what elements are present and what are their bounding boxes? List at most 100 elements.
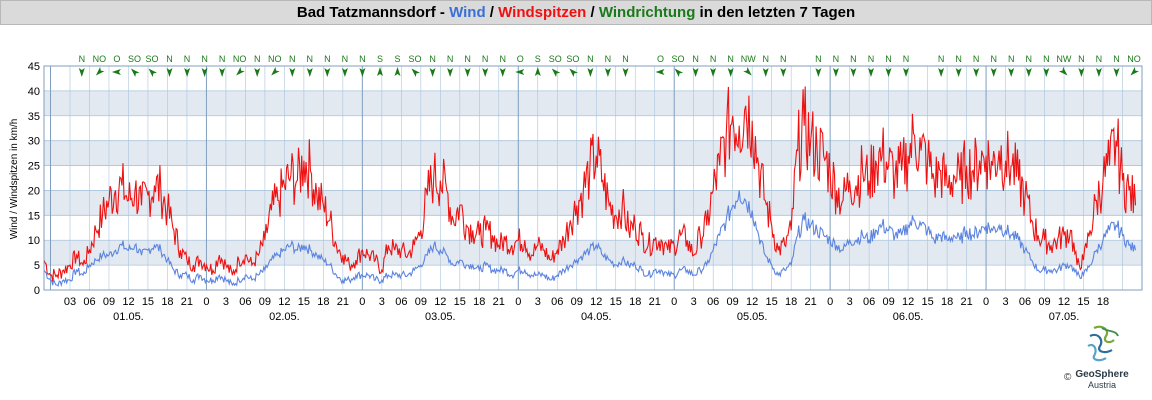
direction-label: N: [850, 54, 857, 64]
title-gusts: Windspitzen: [498, 4, 587, 21]
x-tick-label: 3: [379, 296, 385, 308]
direction-arrow: [955, 68, 962, 77]
direction-arrow: [1043, 68, 1050, 77]
direction-label: N: [815, 54, 822, 64]
direction-label: N: [622, 54, 629, 64]
direction-label: N: [973, 54, 980, 64]
x-tick-label: 06: [707, 296, 719, 308]
direction-label: NO: [1127, 54, 1141, 64]
day-label: 06.05.: [893, 311, 924, 323]
x-tick-label: 21: [649, 296, 661, 308]
direction-arrow: [359, 68, 366, 77]
direction-arrow: [324, 68, 331, 77]
direction-label: N: [1043, 54, 1050, 64]
y-tick-label: 40: [28, 86, 40, 98]
direction-arrow: [1058, 67, 1068, 76]
x-tick-label: 21: [337, 296, 349, 308]
x-tick-label: 18: [941, 296, 953, 308]
direction-arrow: [429, 68, 436, 77]
direction-label: N: [605, 54, 612, 64]
direction-label: N: [780, 54, 787, 64]
x-tick-label: 15: [766, 296, 778, 308]
x-tick-label: 06: [395, 296, 407, 308]
direction-label: N: [903, 54, 910, 64]
x-tick-label: 0: [203, 296, 209, 308]
direction-label: S: [394, 54, 400, 64]
series-line-wind: [43, 190, 1137, 288]
direction-arrow: [534, 67, 541, 76]
day-label: 04.05.: [581, 311, 612, 323]
band: [44, 90, 1142, 116]
x-tick-label: 06: [551, 296, 563, 308]
chart-series: [43, 86, 1137, 288]
day-label: 01.05.: [113, 311, 144, 323]
direction-label: N: [79, 54, 86, 64]
x-tick-label: 09: [571, 296, 583, 308]
direction-label: O: [657, 54, 664, 64]
direction-label: N: [464, 54, 471, 64]
direction-label: N: [1008, 54, 1015, 64]
y-tick-label: 0: [34, 285, 40, 297]
x-tick-label: 12: [746, 296, 758, 308]
x-tick-label: 0: [359, 296, 365, 308]
direction-arrow: [95, 67, 105, 76]
x-tick-label: 15: [298, 296, 310, 308]
day-label: 07.05.: [1049, 311, 1080, 323]
direction-arrow: [938, 68, 945, 77]
direction-label: N: [692, 54, 699, 64]
x-tick-label: 09: [1038, 296, 1050, 308]
direction-label: N: [499, 54, 506, 64]
x-tick-label: 09: [415, 296, 427, 308]
direction-arrow: [271, 67, 280, 76]
title-sep-2: /: [586, 4, 599, 21]
direction-arrow: [341, 68, 348, 77]
y-tick-label: 5: [34, 260, 40, 272]
x-tick-label: 12: [902, 296, 914, 308]
direction-arrow: [692, 68, 699, 77]
title-wind: Wind: [449, 4, 486, 21]
direction-label: N: [254, 54, 261, 64]
direction-label: S: [535, 54, 541, 64]
x-tick-label: 0: [671, 296, 677, 308]
direction-row: N NO O SO SO N N N N NO N NO N N N N N S S SO N N N N N O S SO SO N N N…: [78, 54, 1141, 77]
direction-label: N: [307, 54, 314, 64]
direction-arrow: [903, 68, 909, 77]
y-tick-label: 25: [28, 161, 40, 173]
direction-label: N: [219, 54, 226, 64]
direction-label: N: [1026, 54, 1033, 64]
plot-border: [43, 65, 1143, 291]
direction-arrow: [78, 68, 85, 77]
x-tick-label: 18: [1097, 296, 1109, 308]
direction-arrow: [377, 67, 383, 76]
direction-arrow: [885, 68, 892, 77]
title-direction: Windrichtung: [598, 4, 696, 21]
x-tick-label: 18: [629, 296, 641, 308]
direction-label: N: [868, 54, 875, 64]
x-tick-label: 06: [83, 296, 95, 308]
day-label: 03.05.: [425, 311, 456, 323]
logo-name: GeoSphere: [1075, 369, 1129, 380]
x-tick-label: 15: [1077, 296, 1089, 308]
direction-arrow: [148, 68, 157, 77]
x-tick-label: 18: [473, 296, 485, 308]
y-tick-label: 15: [28, 210, 40, 222]
direction-label: SO: [145, 54, 158, 64]
direction-label: SO: [549, 54, 562, 64]
direction-arrow: [236, 67, 245, 76]
direction-arrow: [1025, 68, 1032, 77]
logo-sub: Austria: [1087, 380, 1116, 390]
direction-arrow: [111, 69, 121, 75]
direction-arrow: [622, 68, 629, 77]
direction-arrow: [499, 68, 506, 77]
direction-arrow: [850, 68, 857, 77]
direction-label: N: [324, 54, 331, 64]
direction-arrow: [1095, 68, 1102, 77]
direction-arrow: [289, 68, 296, 77]
direction-label: N: [166, 54, 173, 64]
x-tick-label: 18: [785, 296, 797, 308]
direction-label: N: [990, 54, 997, 64]
direction-label: N: [710, 54, 717, 64]
direction-arrow: [306, 68, 313, 77]
